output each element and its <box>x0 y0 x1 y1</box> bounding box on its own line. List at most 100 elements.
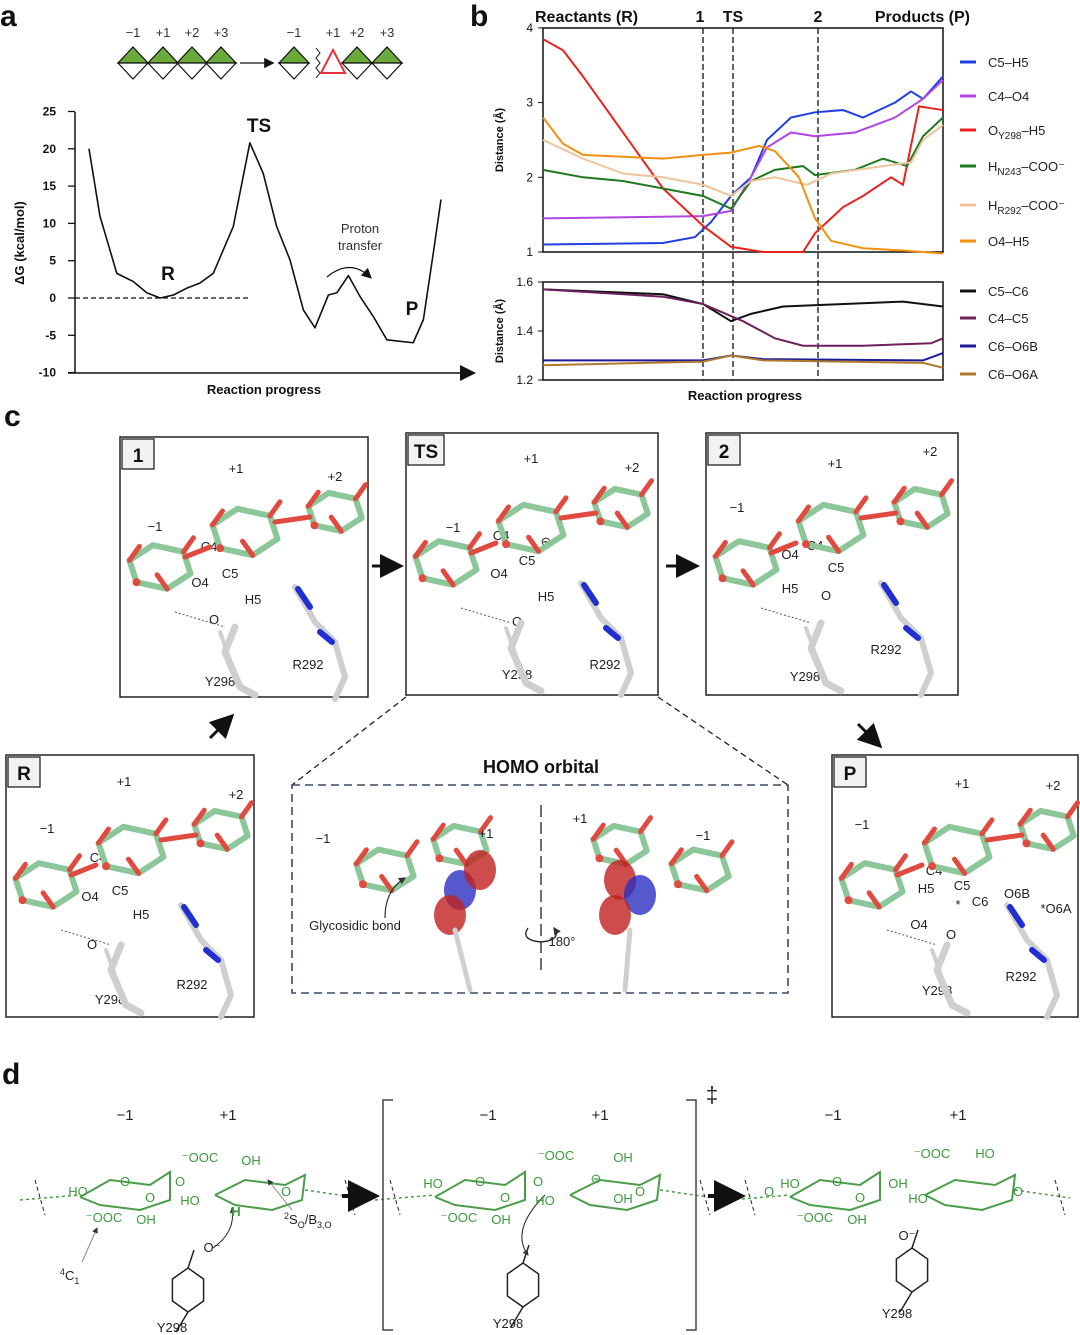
structure-atom-label: HO <box>180 1193 200 1208</box>
bond-stick <box>452 927 473 993</box>
atom-label: O6B <box>1004 886 1030 901</box>
main: /B <box>305 1212 317 1227</box>
bond-stick <box>468 540 499 556</box>
box-tag-label: P <box>844 764 857 785</box>
structure-atom-label: H <box>231 1204 240 1219</box>
oxygen-atom <box>435 854 444 863</box>
y-axis-label: ΔG (kcal/mol) <box>12 201 27 285</box>
bond-stick <box>440 568 456 588</box>
atom-label: R292 <box>176 977 207 992</box>
bond-stick <box>614 510 630 530</box>
residue-label: Y298 <box>882 1306 912 1321</box>
sugar-diamond-icon-bottom <box>370 62 404 80</box>
atom-label: O <box>209 612 219 627</box>
series-line <box>542 354 944 369</box>
box-tag-label: R <box>17 764 31 785</box>
subsite-label: −1 <box>116 1107 133 1124</box>
tyrosine-ring-icon <box>895 1247 929 1293</box>
bond-stick <box>430 822 446 842</box>
truncation-mark <box>1054 1179 1066 1216</box>
sugar-diamond-icon-top <box>204 46 238 64</box>
y-axis-label-top: Distance (Å) <box>493 108 506 173</box>
box-tag <box>407 434 445 466</box>
bond-stick <box>892 853 908 873</box>
bond-stick <box>894 862 925 878</box>
flow-arrow-icon <box>856 722 883 749</box>
structure-atom-label: O <box>855 1190 865 1205</box>
bond-stick <box>328 514 344 534</box>
legend-label: OY298–H5 <box>988 123 1045 142</box>
chain-continuation <box>1014 1189 1071 1199</box>
legend-label-tail: –COO⁻ <box>1021 159 1065 174</box>
atom-label: +1 <box>229 461 244 476</box>
oxygen-atom <box>196 839 205 848</box>
structure-atom-label: HO <box>975 1146 995 1161</box>
bond-stick <box>203 947 221 963</box>
homo-title: HOMO orbital <box>483 757 599 777</box>
reactants-label: Reactants (R) <box>535 9 638 26</box>
y-tick-label: 20 <box>43 142 57 156</box>
structure-atom-label: ⁻OOC <box>538 1148 574 1163</box>
bond-stick <box>639 478 655 498</box>
chain-continuation <box>659 1189 716 1199</box>
atom-label: −1 <box>148 519 163 534</box>
structure-atom-label: OH <box>888 1176 908 1191</box>
bond-stick <box>581 582 599 606</box>
bond-stick <box>558 510 599 521</box>
structure-atom-label: O <box>635 1184 645 1199</box>
bracket-right <box>686 1099 697 1331</box>
y-tick-label: 15 <box>43 179 57 193</box>
legend-label: C6–O6B <box>988 339 1038 354</box>
legend-label: C4–C5 <box>988 311 1028 326</box>
series-line <box>542 75 944 246</box>
bond-stick <box>412 539 428 559</box>
oxygen-atom <box>596 517 605 526</box>
ring-substituent-bond <box>175 1311 189 1333</box>
bond-stick <box>68 862 99 878</box>
atom-label: +2 <box>229 787 244 802</box>
flow-arrow-icon <box>208 713 235 740</box>
oxygen-atom <box>595 854 604 863</box>
sugar-diamond-icon-top <box>146 46 180 64</box>
oxygen-atom <box>502 540 511 549</box>
subsite-label: +1 <box>326 25 341 40</box>
bond-stick <box>668 847 684 867</box>
y-tick-label: 25 <box>43 105 57 119</box>
subscript: 1 <box>74 1276 79 1286</box>
bond-stick <box>126 856 142 876</box>
bond-stick <box>379 873 395 893</box>
atom-label: C5 <box>222 566 239 581</box>
bond-stick <box>719 839 735 859</box>
bond-stick <box>553 495 569 515</box>
bond-stick <box>66 853 82 873</box>
subscript: 3,O <box>317 1220 332 1230</box>
glucuronan-structure <box>19 1170 361 1216</box>
ring-substituent-bond <box>510 1306 524 1328</box>
bond-stick <box>712 539 728 559</box>
legend-label-main: C4–O4 <box>988 89 1029 104</box>
main: C <box>65 1268 74 1283</box>
state-label-r: R <box>161 264 175 285</box>
structure-atom-label: ⁻OOC <box>182 1150 218 1165</box>
oxygen-atom <box>928 862 937 871</box>
ring-substituent-bond <box>899 1291 913 1313</box>
atom-label: +2 <box>923 444 938 459</box>
atom-label: −1 <box>730 500 745 515</box>
unsaturated-sugar-triangle-icon <box>319 47 347 74</box>
phenol-o-bond <box>911 1229 919 1249</box>
atom-label: H5 <box>245 592 262 607</box>
structure-atom-label: ⁻OOC <box>914 1146 950 1161</box>
legend-label-main: H <box>988 159 997 174</box>
structure-atom-label: O <box>1013 1184 1023 1199</box>
structure-atom-label: ⊖ <box>591 1171 602 1186</box>
bond-stick <box>239 800 255 820</box>
atom-label: −1 <box>40 821 55 836</box>
glycosidic-bond-label: Glycosidic bond <box>309 918 401 933</box>
y-tick-label: -5 <box>45 328 56 342</box>
bond-stick <box>622 927 633 993</box>
sugar-diamond-icon-bottom <box>340 62 374 80</box>
